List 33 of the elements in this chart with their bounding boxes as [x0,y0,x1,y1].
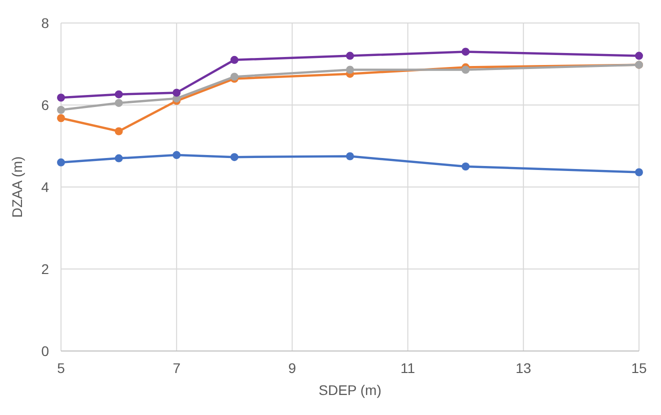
x-tick-label: 5 [57,360,66,376]
point [114,98,123,107]
x-tick-label: 13 [516,360,532,376]
point [57,114,65,122]
point [114,90,123,98]
x-axis-title: SDEP (m) [318,382,382,398]
x-tick-label: 15 [631,360,647,376]
x-tick-label: 9 [288,360,296,376]
point [462,162,470,170]
y-tick-label: 4 [41,178,50,195]
y-tick-label: 0 [41,342,50,359]
point [462,48,470,56]
y-tick-label: 2 [41,260,50,277]
point [635,168,643,176]
point [635,52,643,60]
point [57,158,65,166]
point [57,94,65,102]
x-tick-label: 11 [400,360,416,376]
point [346,66,354,74]
y-tick-label: 6 [41,96,50,113]
point [230,153,238,162]
y-axis-title: DZAA (m) [9,156,25,218]
x-tick-label: 7 [172,360,181,376]
point [346,52,354,60]
point [172,88,181,97]
point [114,127,123,136]
point [172,151,181,160]
y-tick-label: 8 [41,14,50,31]
point [346,152,354,160]
point [462,66,470,74]
point [114,154,123,162]
point [57,106,65,114]
point [230,56,238,64]
